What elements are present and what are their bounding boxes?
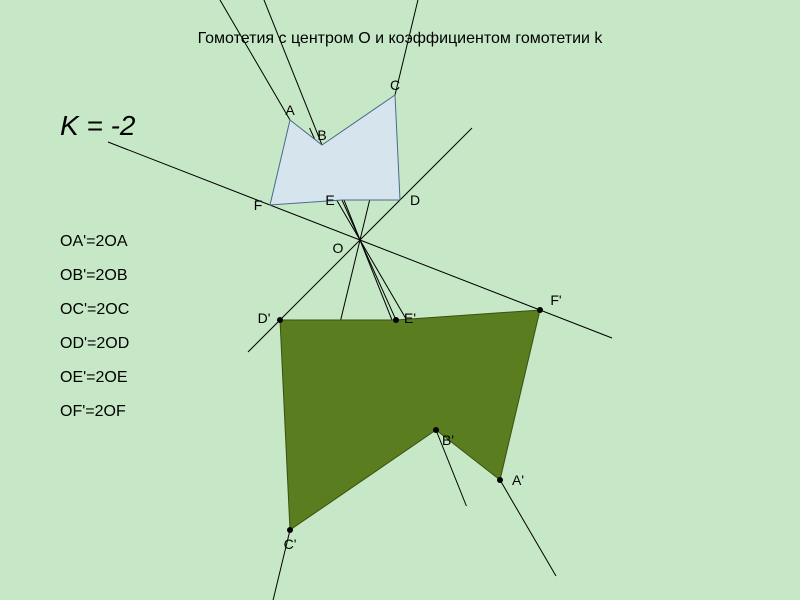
label-B: B [317, 127, 326, 143]
label-F: F [254, 197, 263, 213]
label-Cprime: C' [284, 536, 297, 552]
label-C: C [390, 77, 400, 93]
label-E: E [325, 192, 334, 208]
label-Eprime: E' [404, 310, 416, 326]
label-Dprime: D' [258, 310, 271, 326]
label-Bprime: B' [442, 432, 454, 448]
label-O: O [333, 240, 344, 256]
label-A: A [285, 102, 294, 118]
label-Aprime: A' [512, 472, 524, 488]
label-Fprime: F' [550, 292, 561, 308]
label-D: D [410, 192, 420, 208]
